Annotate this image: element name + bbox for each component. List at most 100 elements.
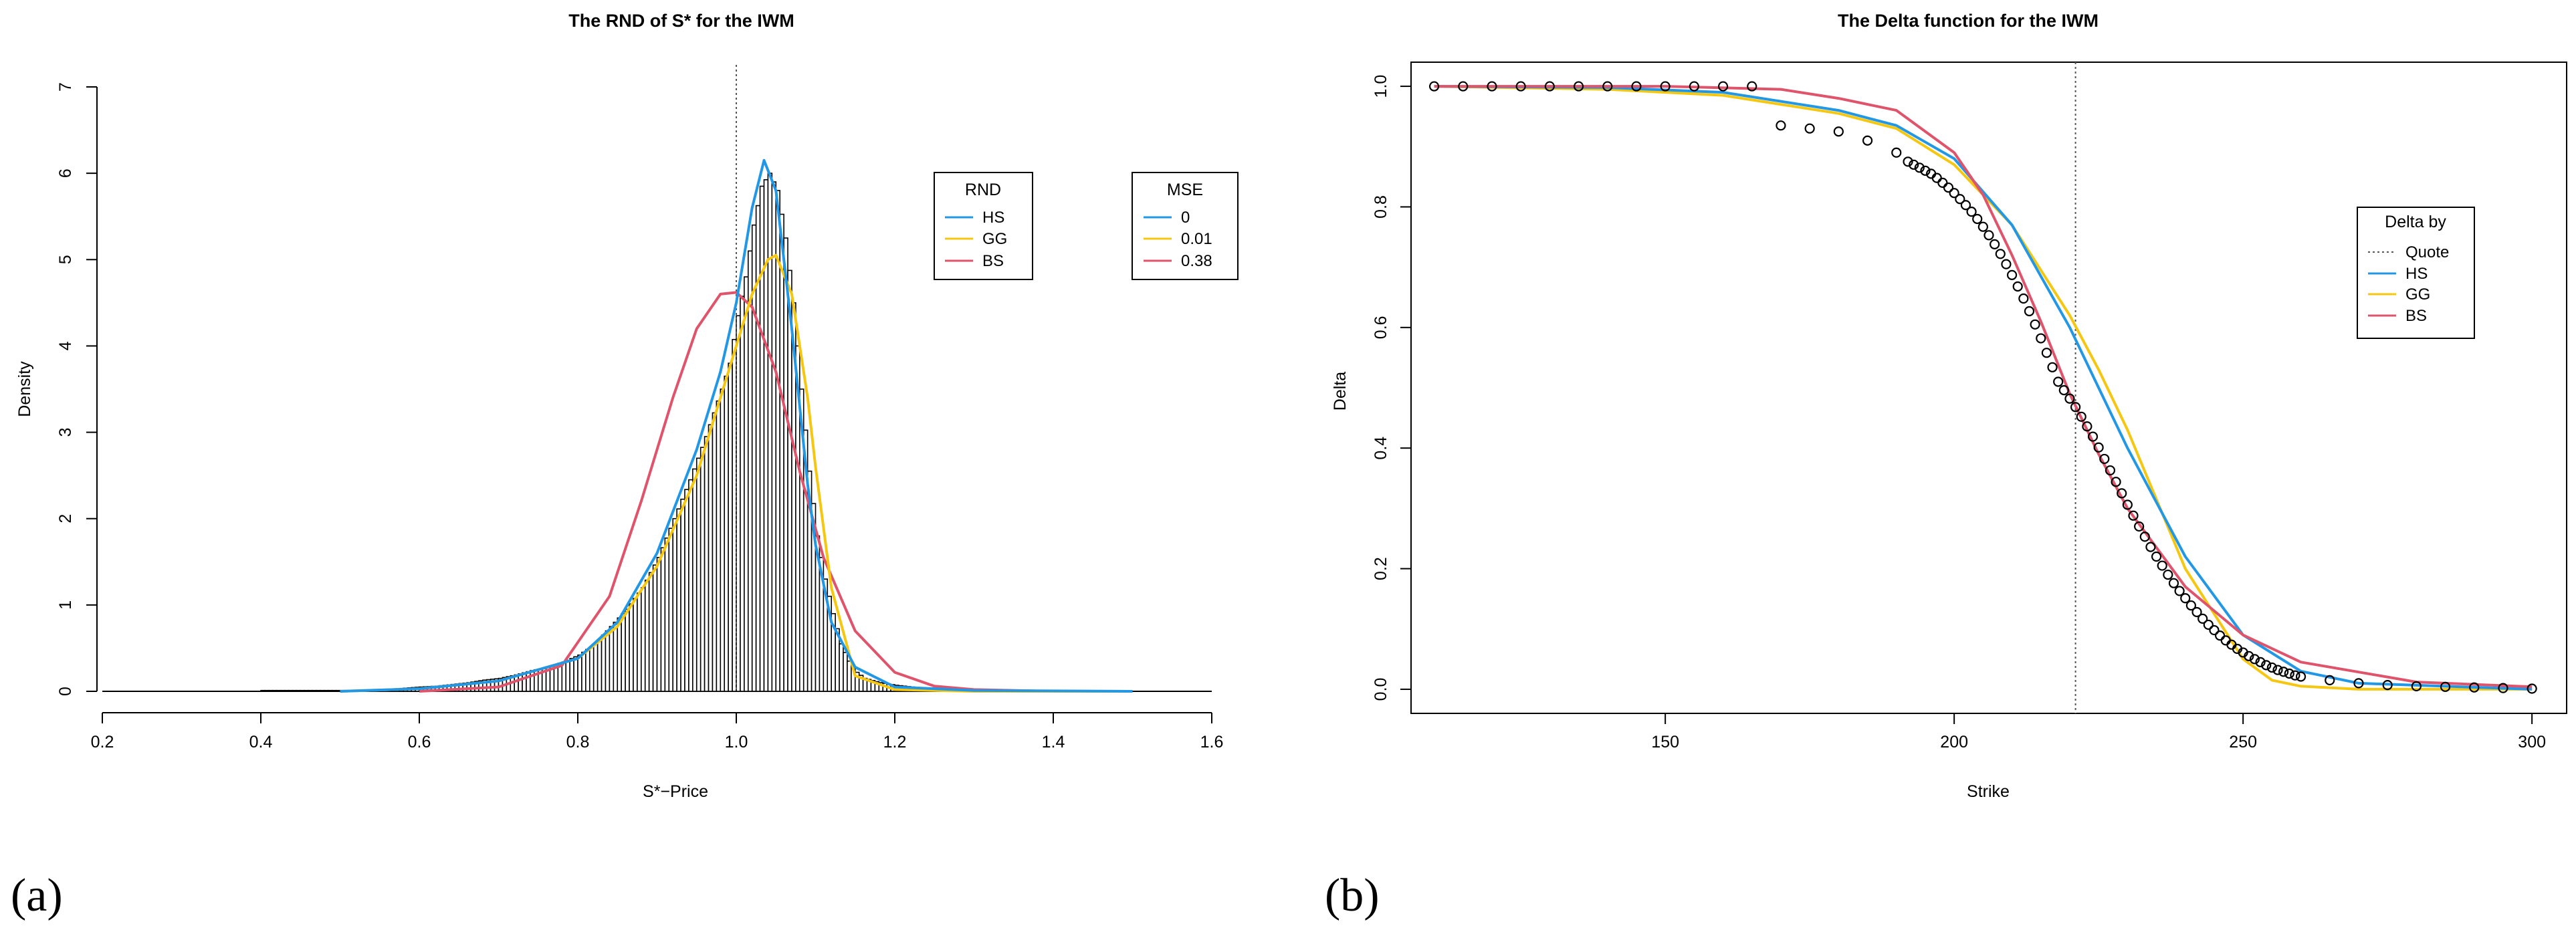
chart-a-x-tick-label: 0.4 — [249, 733, 273, 751]
quote-point — [2266, 662, 2277, 673]
quote-point — [2036, 333, 2046, 344]
histogram-bar — [585, 649, 591, 692]
histogram-bar — [847, 660, 852, 692]
chart-a-y-tick-label: 6 — [56, 168, 75, 178]
histogram-bar — [716, 400, 722, 692]
delta-function-panel: The Delta function for the IWM Strike De… — [1325, 11, 2567, 921]
quote-point — [2139, 532, 2150, 542]
quote-point — [1776, 120, 1786, 131]
quote-point — [2249, 654, 2260, 665]
quote-point — [2255, 657, 2266, 667]
histogram-bar — [728, 362, 733, 692]
legend-rnd-title: RND — [965, 181, 1001, 199]
histogram-bar — [744, 276, 749, 692]
quote-point — [1544, 81, 1555, 92]
quote-point — [2197, 613, 2208, 624]
histogram-bar — [708, 424, 714, 692]
histogram-bar — [656, 557, 662, 692]
quote-point — [1602, 81, 1613, 92]
legend-delta-label-hs: HS — [2405, 265, 2428, 283]
quote-point — [1909, 159, 1919, 170]
histogram-bar — [724, 375, 729, 692]
legend-delta-label-gg: GG — [2405, 285, 2430, 304]
histogram-bar — [759, 185, 765, 692]
histogram-bar — [637, 592, 642, 692]
quote-point — [2191, 606, 2202, 618]
chart-a-x-axis: 0.2 0.4 0.6 0.8 1.0 1.2 1.4 1.6 — [91, 712, 1223, 751]
histogram-bar — [680, 498, 685, 692]
quote-point — [1804, 123, 1815, 134]
histogram-bar — [767, 172, 773, 692]
histogram-bar — [573, 656, 578, 692]
quote-point — [1631, 81, 1642, 92]
quote-point — [2353, 678, 2364, 689]
histogram-bar — [783, 237, 788, 692]
histogram-bar — [676, 508, 681, 692]
legend-rnd-box — [934, 172, 1033, 280]
histogram-bar — [629, 603, 634, 692]
quote-point — [1943, 182, 1954, 193]
quote-point — [2030, 319, 2040, 330]
legend-delta-title: Delta by — [2385, 213, 2446, 231]
quote-point — [1937, 177, 1948, 188]
legend-mse-label-gg: 0.01 — [1181, 230, 1212, 248]
legend-rnd-label-hs: HS — [982, 209, 1004, 227]
quote-point — [1717, 81, 1729, 92]
quote-point — [2244, 651, 2254, 661]
quote-point — [1966, 207, 1977, 217]
histogram-bar — [763, 179, 769, 692]
chart-a-y-tick-label: 0 — [56, 687, 75, 696]
legend-rnd: RND HS GG BS — [934, 172, 1033, 280]
histogram-bar — [565, 659, 570, 692]
panel-label-b: (b) — [1325, 870, 1380, 921]
quote-point — [2527, 683, 2537, 694]
quote-point — [1862, 135, 1873, 146]
quote-point — [2157, 560, 2167, 571]
quote-point — [1515, 81, 1526, 92]
histogram-bar — [597, 638, 603, 692]
legend-mse-label-bs: 0.38 — [1181, 252, 1212, 270]
chart-a-y-axis: 0 1 2 3 4 5 6 7 — [56, 82, 98, 696]
quote-point — [2087, 431, 2099, 442]
quote-point — [2128, 510, 2139, 521]
quote-point — [2070, 402, 2081, 413]
histogram-bar — [704, 436, 710, 692]
chart-a-density-curves — [340, 158, 1133, 693]
quote-point — [1833, 126, 1844, 137]
histogram-bar — [577, 654, 582, 692]
quote-point — [2215, 630, 2226, 641]
chart-a-y-axis-label: Density — [15, 361, 34, 417]
quote-point — [1960, 200, 1971, 211]
delta-curve-gg — [1434, 85, 2533, 691]
quote-point — [2180, 593, 2191, 604]
quote-point — [2111, 477, 2121, 487]
histogram-bar — [668, 528, 674, 692]
chart-b-y-tick-label: 0.4 — [1372, 437, 1390, 460]
chart-b-y-tick-label: 0.8 — [1372, 195, 1390, 219]
legend-mse-title: MSE — [1167, 181, 1203, 199]
chart-a-title: The RND of S* for the IWM — [568, 11, 794, 31]
histogram-bar — [664, 537, 670, 692]
histogram-bar — [720, 388, 726, 692]
chart-b-title: The Delta function for the IWM — [1838, 11, 2099, 31]
quote-point — [2278, 667, 2289, 677]
chart-b-delta-curves — [1434, 85, 2533, 691]
histogram-bar — [588, 646, 595, 692]
histogram-bar — [605, 630, 611, 692]
histogram-bar — [617, 617, 622, 692]
chart-a-x-tick-label: 0.2 — [91, 733, 114, 751]
legend-rnd-label-gg: GG — [982, 230, 1007, 248]
quote-point — [2117, 488, 2127, 499]
histogram-bar — [700, 447, 706, 692]
chart-a-x-tick-label: 1.2 — [883, 733, 907, 751]
histogram-bar — [672, 517, 677, 692]
histogram-bar — [779, 213, 784, 692]
quote-point — [1573, 81, 1584, 92]
quote-point — [2209, 624, 2220, 636]
histogram-bar — [843, 652, 848, 692]
histogram-bar — [648, 572, 654, 692]
quote-point — [2018, 293, 2029, 304]
quote-point — [1660, 81, 1671, 92]
quote-point — [2261, 660, 2272, 671]
quote-point — [1977, 221, 1988, 232]
